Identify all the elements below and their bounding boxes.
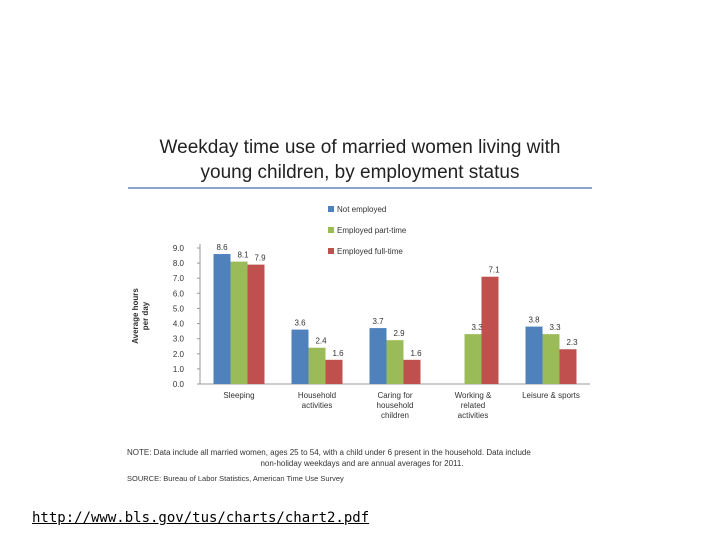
legend-swatch [328, 206, 334, 212]
y-axis-label-line2: per day [141, 301, 150, 330]
category-label: children [381, 411, 409, 420]
legend-swatch [328, 227, 334, 233]
bar [542, 334, 560, 384]
bar [369, 328, 387, 384]
bar [291, 329, 309, 384]
bar [230, 261, 248, 384]
bar-chart: 0.0 1.0 2.0 3.0 4.0 5.0 6.0 7.0 8.0 9.0 Average ho… [131, 205, 590, 420]
bar [308, 347, 326, 384]
y-tick-label: 6.0 [173, 289, 185, 298]
category-label: household [377, 401, 414, 410]
category-label: Working & [455, 391, 492, 400]
data-label: 8.1 [237, 251, 249, 260]
source-link[interactable]: http://www.bls.gov/tus/charts/chart2.pdf [32, 510, 370, 526]
category-label: Sleeping [223, 391, 254, 400]
data-label: 7.1 [488, 266, 500, 275]
y-tick-label: 2.0 [173, 350, 185, 359]
bar [464, 334, 482, 384]
y-tick-label: 4.0 [173, 320, 185, 329]
legend-swatch [328, 248, 334, 254]
legend-label: Not employed [337, 205, 386, 214]
data-label: 3.3 [549, 323, 561, 332]
data-label: 7.9 [254, 254, 266, 263]
category-label: Household [298, 391, 336, 400]
chart-title-line1: Weekday time use of married women living… [159, 137, 561, 158]
title-divider [128, 187, 592, 189]
category-label: activities [458, 411, 489, 420]
category-label: Caring for [377, 391, 412, 400]
y-axis-label-line1: Average hours [131, 288, 140, 344]
category-label: related [461, 401, 485, 410]
bar [386, 340, 404, 384]
data-label: 1.6 [410, 349, 422, 358]
bar [325, 359, 343, 384]
chart-title-line2: young children, by employment status [200, 162, 520, 183]
category-label: Leisure & sports [522, 391, 580, 400]
data-label: 8.6 [216, 243, 228, 252]
y-tick-label: 0.0 [173, 380, 185, 389]
bar [403, 359, 421, 384]
y-tick-label: 8.0 [173, 259, 185, 268]
data-label: 3.3 [471, 323, 483, 332]
data-label: 2.9 [393, 329, 405, 338]
y-tick-label: 3.0 [173, 335, 185, 344]
data-label: 3.7 [372, 317, 384, 326]
chart-note-line1: NOTE: Data include all married women, ag… [127, 448, 531, 457]
bar [525, 326, 543, 384]
data-label: 3.6 [294, 319, 306, 328]
data-label: 2.4 [315, 337, 327, 346]
y-tick-label: 9.0 [173, 244, 185, 253]
data-label: 1.6 [332, 349, 344, 358]
y-tick-label: 1.0 [173, 365, 185, 374]
chart-note-line2: non-holiday weekdays and are annual aver… [260, 459, 464, 468]
data-label: 2.3 [566, 338, 578, 347]
legend-label: Employed part-time [337, 226, 407, 235]
category-label: activities [302, 401, 333, 410]
bar [247, 264, 265, 384]
chart-source: SOURCE: Bureau of Labor Statistics, Amer… [127, 474, 344, 483]
y-tick-label: 5.0 [173, 304, 185, 313]
y-tick-label: 7.0 [173, 274, 185, 283]
bar [213, 254, 231, 384]
bar [481, 276, 499, 384]
data-label: 3.8 [528, 316, 540, 325]
legend-label: Employed full-time [337, 247, 403, 256]
bar [559, 349, 577, 384]
